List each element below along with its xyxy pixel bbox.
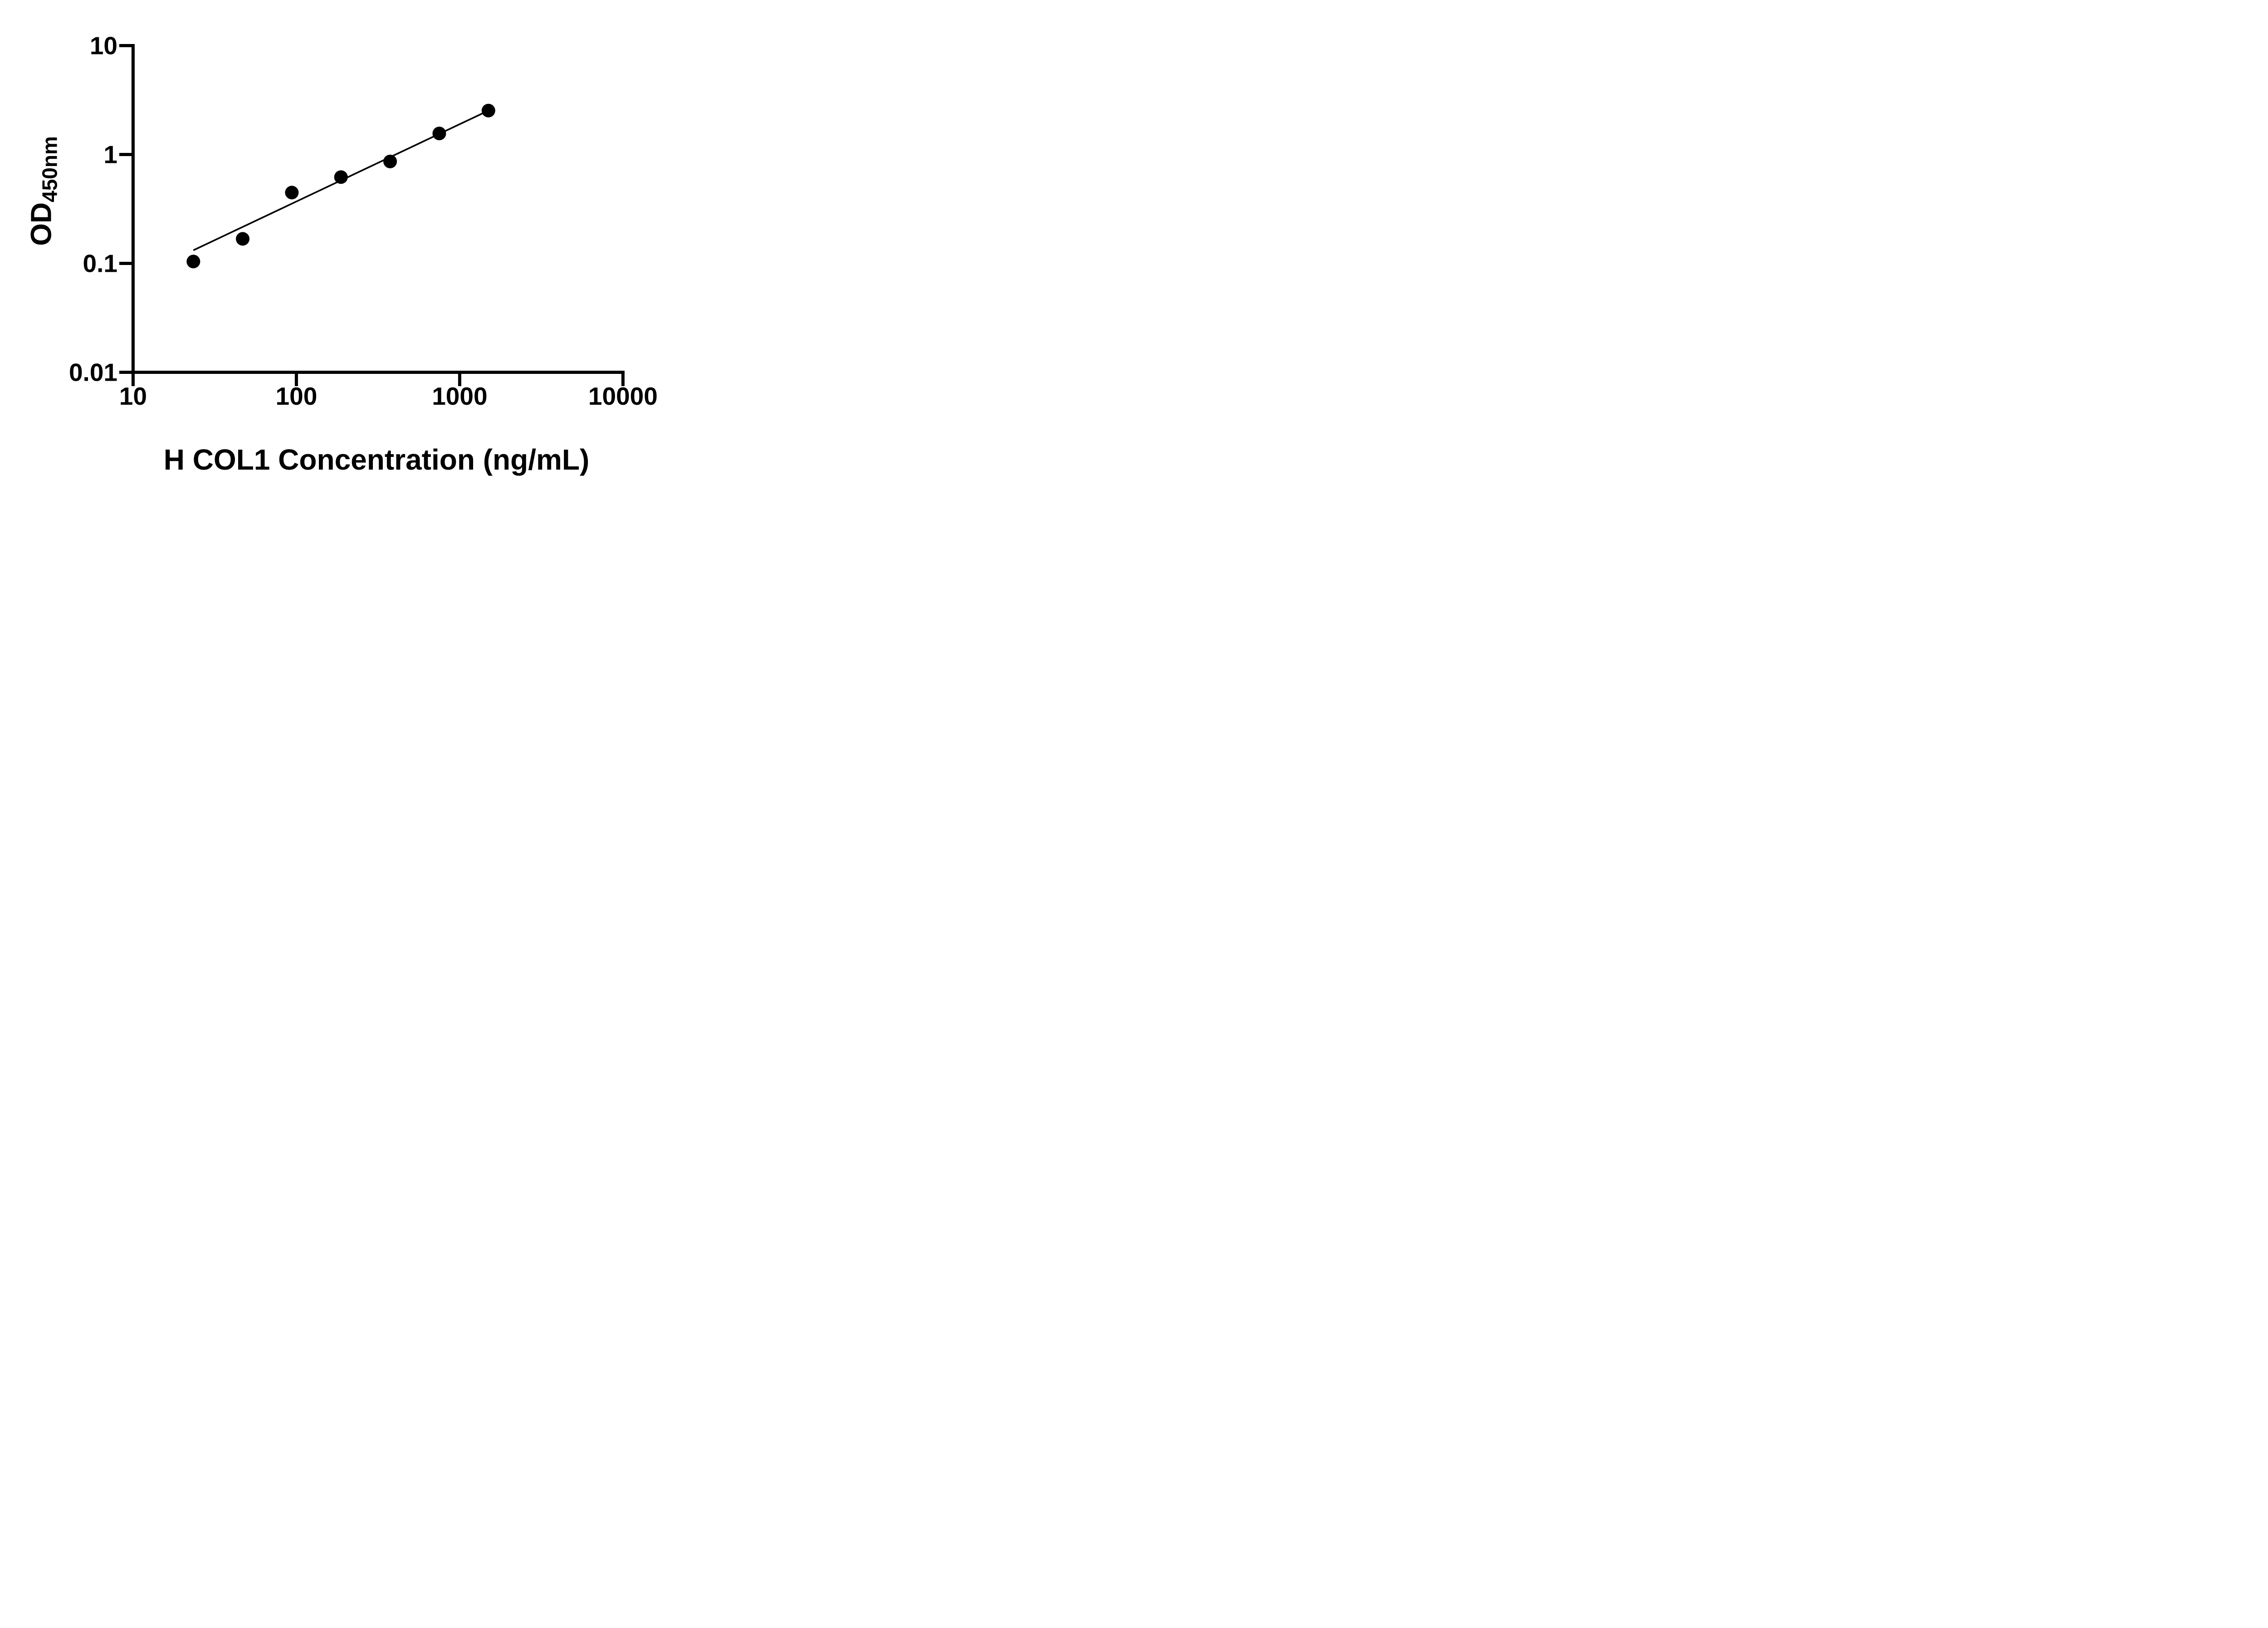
y-axis-title-main: OD	[24, 202, 58, 246]
data-point	[285, 186, 299, 200]
x-tick-label: 10	[119, 382, 147, 410]
y-tick-label: 10	[90, 32, 117, 60]
y-tick-label: 0.1	[83, 250, 117, 278]
data-point	[481, 103, 495, 118]
x-tick-label: 100	[276, 382, 318, 410]
data-point	[236, 232, 250, 246]
y-axis-title-subscript: 450nm	[38, 136, 62, 202]
data-point	[383, 154, 397, 168]
x-axis-title: H COL1 Concentration (ng/mL)	[163, 443, 590, 476]
elisa-standard-curve-figure: 10 1 0.1 0.01 10 100 1000 10000 OD450nm H COL1 …	[0, 0, 698, 488]
x-tick-label: 1000	[432, 382, 487, 410]
y-tick-label: 1	[103, 141, 117, 169]
data-point	[334, 170, 348, 184]
data-point	[186, 255, 200, 269]
y-tick-label: 0.01	[69, 358, 117, 387]
y-axis-title: OD450nm	[24, 136, 62, 246]
data-point	[432, 127, 446, 141]
x-tick-label: 10000	[588, 382, 658, 410]
